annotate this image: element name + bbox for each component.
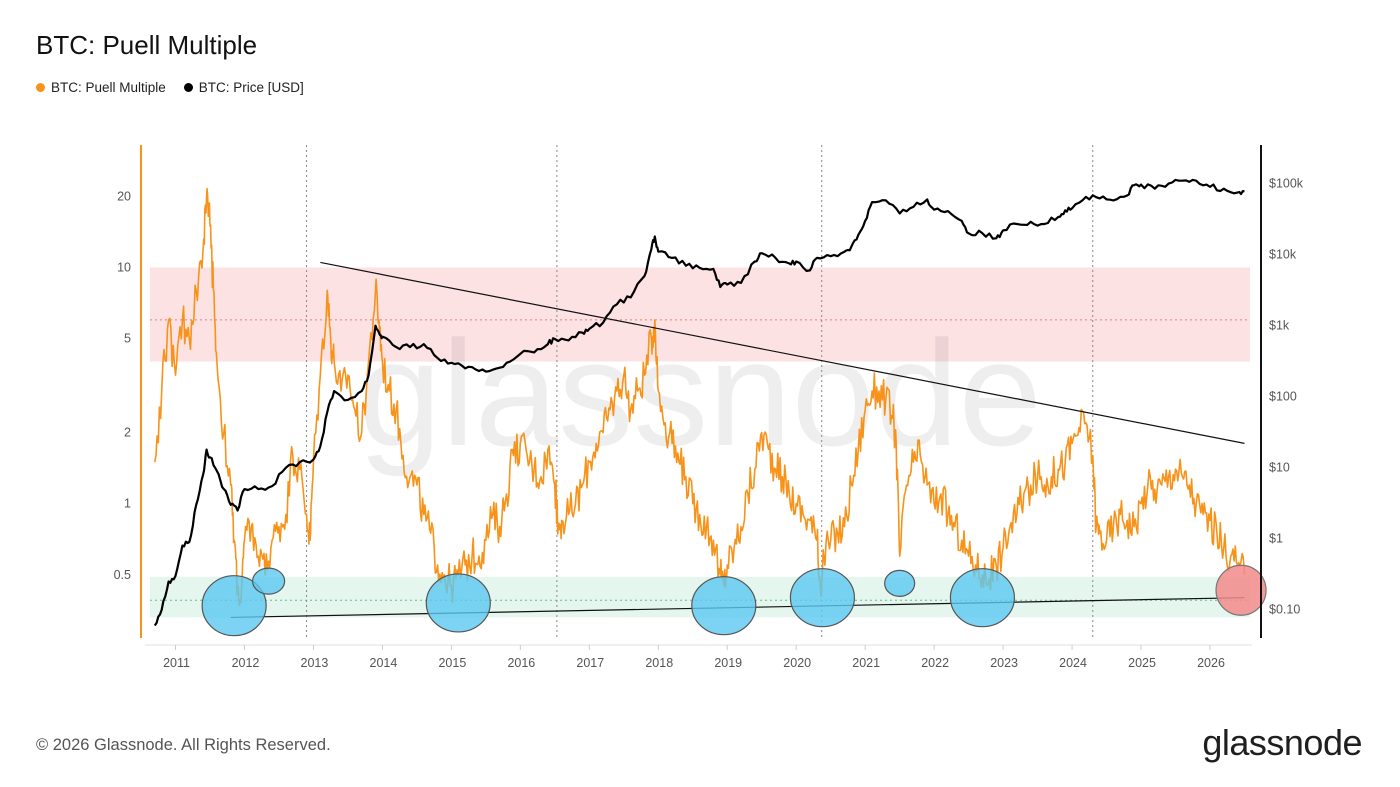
right-axis-tick-label: $10 [1269,461,1290,475]
x-axis-tick-label: 2024 [1059,656,1087,670]
resistance-trendline [320,261,1245,444]
left-axis-tick-label: 10 [117,260,131,274]
x-axis-tick-label: 2018 [645,656,673,670]
left-axis-tick-label: 20 [117,189,131,203]
watermark: glassnode [358,309,1042,477]
bottom-marker [884,569,916,597]
series-group [153,178,1246,627]
current-marker [1215,564,1267,616]
x-axis-tick-label: 2014 [370,656,398,670]
x-axis-tick-label: 2026 [1197,656,1225,670]
legend-label-puell: BTC: Puell Multiple [51,80,166,95]
chart-title: BTC: Puell Multiple [36,30,258,60]
right-axis-tick-label: $1k [1269,319,1290,333]
annotations [201,261,1267,637]
right-axis-tick-label: $100k [1269,177,1304,191]
legend-dot-puell [36,83,45,92]
right-axis-tick-label: $100 [1269,390,1297,404]
x-axis-tick-label: 2015 [438,656,466,670]
x-axis-tick-label: 2017 [576,656,604,670]
right-axis-tick-label: $10k [1269,248,1297,262]
bottom-marker [425,573,491,633]
left-axis-tick-label: 1 [124,497,131,511]
bottom-marker [252,567,286,595]
puell-multiple-line [154,187,1246,607]
bottom-marker [789,568,856,628]
right-axis-tick-label: $1 [1269,532,1283,546]
x-axis-tick-label: 2025 [1128,656,1156,670]
x-axis-tick-label: 2013 [301,656,329,670]
axes: 20 10 5 2 1 0.5 $100k $10k $1k $100 $10 $1 $0.10 2011… [114,145,1304,670]
x-axis-tick-label: 2016 [507,656,535,670]
left-axis-tick-label: 0.5 [114,568,131,582]
price-line [153,178,1245,627]
x-axis-tick-label: 2011 [163,656,190,670]
copyright-footer: © 2026 Glassnode. All Rights Reserved. [36,736,331,754]
legend-label-price: BTC: Price [USD] [198,80,304,95]
bottom-marker [201,575,267,637]
left-axis-tick-label: 2 [124,426,131,440]
bottom-marker [949,568,1016,628]
right-axis-tick-label: $0.10 [1269,603,1300,617]
chart-canvas: glassnode 20 10 5 2 1 0.5 $100k $10k $1k $100 $10 $… [114,145,1304,670]
halving-lines [306,145,1094,638]
x-axis-tick-label: 2021 [852,656,880,670]
x-axis-tick-label: 2020 [783,656,811,670]
legend-item-puell[interactable]: BTC: Puell Multiple [36,80,166,95]
x-axis-tick-label: 2019 [714,656,742,670]
left-axis-tick-label: 5 [124,332,131,346]
legend-item-price[interactable]: BTC: Price [USD] [183,80,304,95]
x-axis-tick-label: 2023 [990,656,1018,670]
brand-logo: glassnode [1202,722,1362,763]
bottom-marker [691,576,757,636]
legend: BTC: Puell Multiple BTC: Price [USD] [36,80,304,95]
x-axis-tick-label: 2022 [921,656,949,670]
x-axis-tick-label: 2012 [232,656,260,670]
legend-dot-price [183,83,193,92]
